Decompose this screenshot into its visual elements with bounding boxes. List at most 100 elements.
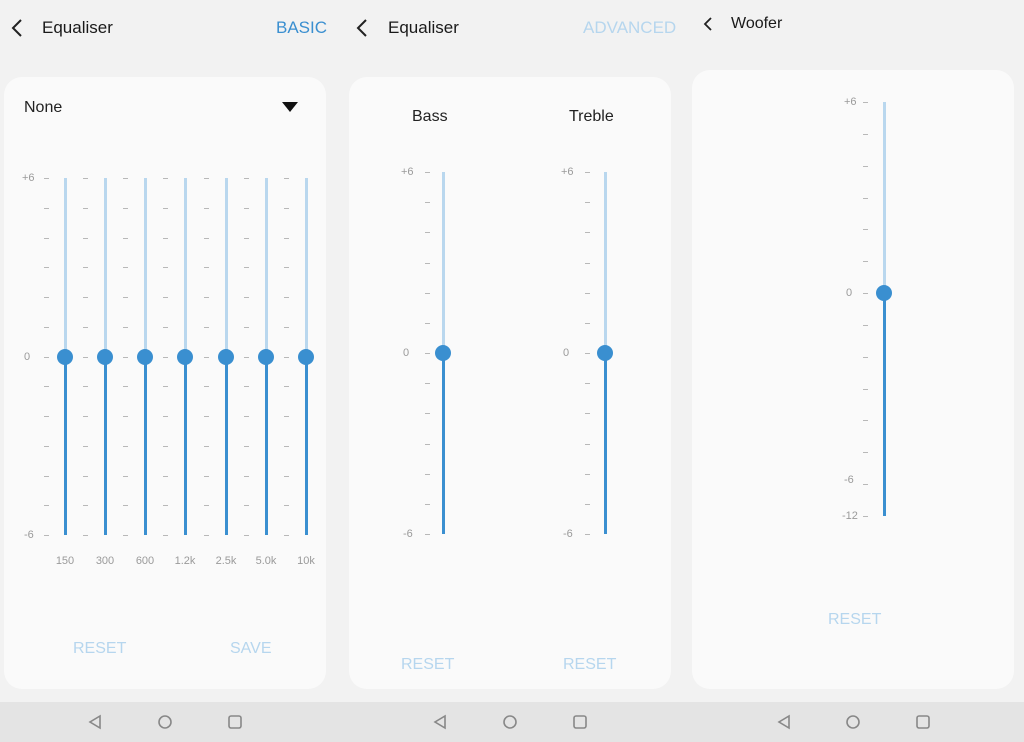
scale-dash bbox=[284, 505, 289, 507]
scale-dash bbox=[203, 505, 209, 507]
scale-dash bbox=[425, 473, 430, 475]
home-circle-icon[interactable] bbox=[157, 714, 173, 730]
home-circle-icon[interactable] bbox=[502, 714, 518, 730]
scale-dash bbox=[284, 535, 289, 536]
scale-dash bbox=[123, 178, 128, 179]
scale-label-zero: 0 bbox=[24, 350, 31, 363]
scale-dash bbox=[163, 535, 168, 536]
reset-button[interactable]: RESET bbox=[73, 640, 127, 657]
treble-slider-knob[interactable] bbox=[597, 345, 613, 361]
scale-dash bbox=[244, 178, 249, 179]
chevron-left-icon bbox=[703, 17, 712, 31]
scale-dash bbox=[585, 473, 590, 475]
scale-dash bbox=[123, 326, 128, 328]
woofer-slider-knob[interactable] bbox=[876, 285, 892, 301]
scale-dash bbox=[585, 262, 590, 264]
back-triangle-icon[interactable] bbox=[432, 714, 448, 730]
band-freq-label: 300 bbox=[95, 555, 115, 567]
band-150-slider-track-upper bbox=[64, 178, 67, 357]
woofer-scale-top: +6 bbox=[844, 96, 857, 108]
treble-reset-button[interactable]: RESET bbox=[563, 656, 617, 673]
scale-dash bbox=[163, 475, 168, 477]
scale-dash bbox=[44, 475, 49, 477]
scale-dash bbox=[863, 261, 868, 263]
scale-dash bbox=[203, 178, 209, 179]
scale-dash bbox=[123, 475, 128, 477]
scale-dash bbox=[83, 207, 88, 209]
scale-dash bbox=[83, 297, 88, 298]
home-circle-icon[interactable] bbox=[845, 714, 861, 730]
scale-dash bbox=[284, 445, 289, 447]
band-1.2k-slider-knob[interactable] bbox=[177, 348, 193, 365]
scale-dash bbox=[863, 102, 868, 103]
band-freq-label: 10k bbox=[297, 555, 315, 567]
scale-dash bbox=[863, 388, 868, 390]
band-600-slider-track-lower bbox=[144, 356, 147, 535]
scale-dash bbox=[83, 505, 88, 507]
scale-dash bbox=[585, 383, 590, 385]
back-triangle-icon[interactable] bbox=[87, 714, 103, 730]
scale-dash bbox=[44, 386, 49, 388]
band-150-slider-knob[interactable] bbox=[57, 348, 73, 365]
scale-dash bbox=[44, 326, 49, 328]
scale-dash bbox=[123, 535, 128, 536]
chevron-left-icon bbox=[356, 19, 367, 37]
scale-dash bbox=[163, 505, 168, 507]
scale-dash bbox=[123, 445, 128, 447]
woofer-scale-low: -6 bbox=[844, 474, 854, 486]
back-triangle-icon[interactable] bbox=[776, 714, 792, 730]
back-button[interactable] bbox=[696, 12, 720, 36]
scale-dash bbox=[284, 207, 289, 209]
scale-dash bbox=[425, 292, 430, 294]
recents-square-icon[interactable] bbox=[915, 714, 931, 730]
save-button[interactable]: SAVE bbox=[230, 640, 272, 657]
bass-label: Bass bbox=[412, 108, 448, 125]
woofer-reset-button[interactable]: RESET bbox=[828, 611, 882, 628]
scale-dash bbox=[44, 416, 49, 417]
back-button[interactable] bbox=[351, 16, 375, 40]
treble-label: Treble bbox=[569, 108, 614, 125]
band-2.5k-slider-track-lower bbox=[225, 356, 228, 535]
scale-dash bbox=[83, 178, 88, 179]
scale-dash bbox=[585, 353, 590, 354]
band-300-slider-track-lower bbox=[104, 356, 107, 535]
treble-scale-top: +6 bbox=[561, 166, 574, 178]
scale-dash bbox=[585, 534, 590, 535]
scale-dash bbox=[585, 202, 590, 204]
band-freq-label: 5.0k bbox=[255, 555, 277, 567]
scale-dash bbox=[163, 178, 168, 179]
scale-dash bbox=[425, 534, 430, 535]
mode-toggle-advanced[interactable]: ADVANCED bbox=[583, 18, 677, 37]
scale-dash bbox=[863, 197, 868, 199]
scale-dash bbox=[203, 237, 209, 239]
bass-slider-knob[interactable] bbox=[435, 345, 451, 361]
scale-dash bbox=[163, 237, 168, 239]
scale-dash bbox=[284, 386, 289, 388]
band-600-slider-knob[interactable] bbox=[137, 348, 153, 365]
scale-dash bbox=[83, 326, 88, 328]
band-freq-label: 600 bbox=[135, 555, 155, 567]
band-300-slider-track-upper bbox=[104, 178, 107, 357]
band-10k-slider-knob[interactable] bbox=[298, 348, 314, 365]
scale-dash bbox=[284, 475, 289, 477]
scale-dash bbox=[585, 172, 590, 173]
scale-dash bbox=[425, 353, 430, 354]
band-2.5k-slider-knob[interactable] bbox=[218, 348, 234, 365]
system-navigation-bar bbox=[0, 702, 1024, 742]
recents-square-icon[interactable] bbox=[227, 714, 243, 730]
preset-dropdown[interactable]: None bbox=[4, 77, 326, 137]
scale-dash bbox=[284, 267, 289, 269]
preset-value: None bbox=[24, 99, 63, 116]
scale-dash bbox=[203, 356, 209, 358]
band-300-slider-knob[interactable] bbox=[97, 348, 113, 365]
back-button[interactable] bbox=[6, 16, 30, 40]
bass-reset-button[interactable]: RESET bbox=[401, 656, 455, 673]
scale-dash bbox=[123, 356, 128, 358]
scale-dash bbox=[863, 229, 868, 231]
scale-dash bbox=[863, 165, 868, 167]
advanced-equaliser-screen: Equaliser ADVANCED Bass Treble +6 0 -6 +6 0 -… bbox=[345, 0, 690, 700]
mode-toggle-basic[interactable]: BASIC bbox=[276, 18, 328, 37]
recents-square-icon[interactable] bbox=[572, 714, 588, 730]
band-5.0k-slider-knob[interactable] bbox=[258, 348, 274, 365]
scale-dash bbox=[163, 386, 168, 388]
